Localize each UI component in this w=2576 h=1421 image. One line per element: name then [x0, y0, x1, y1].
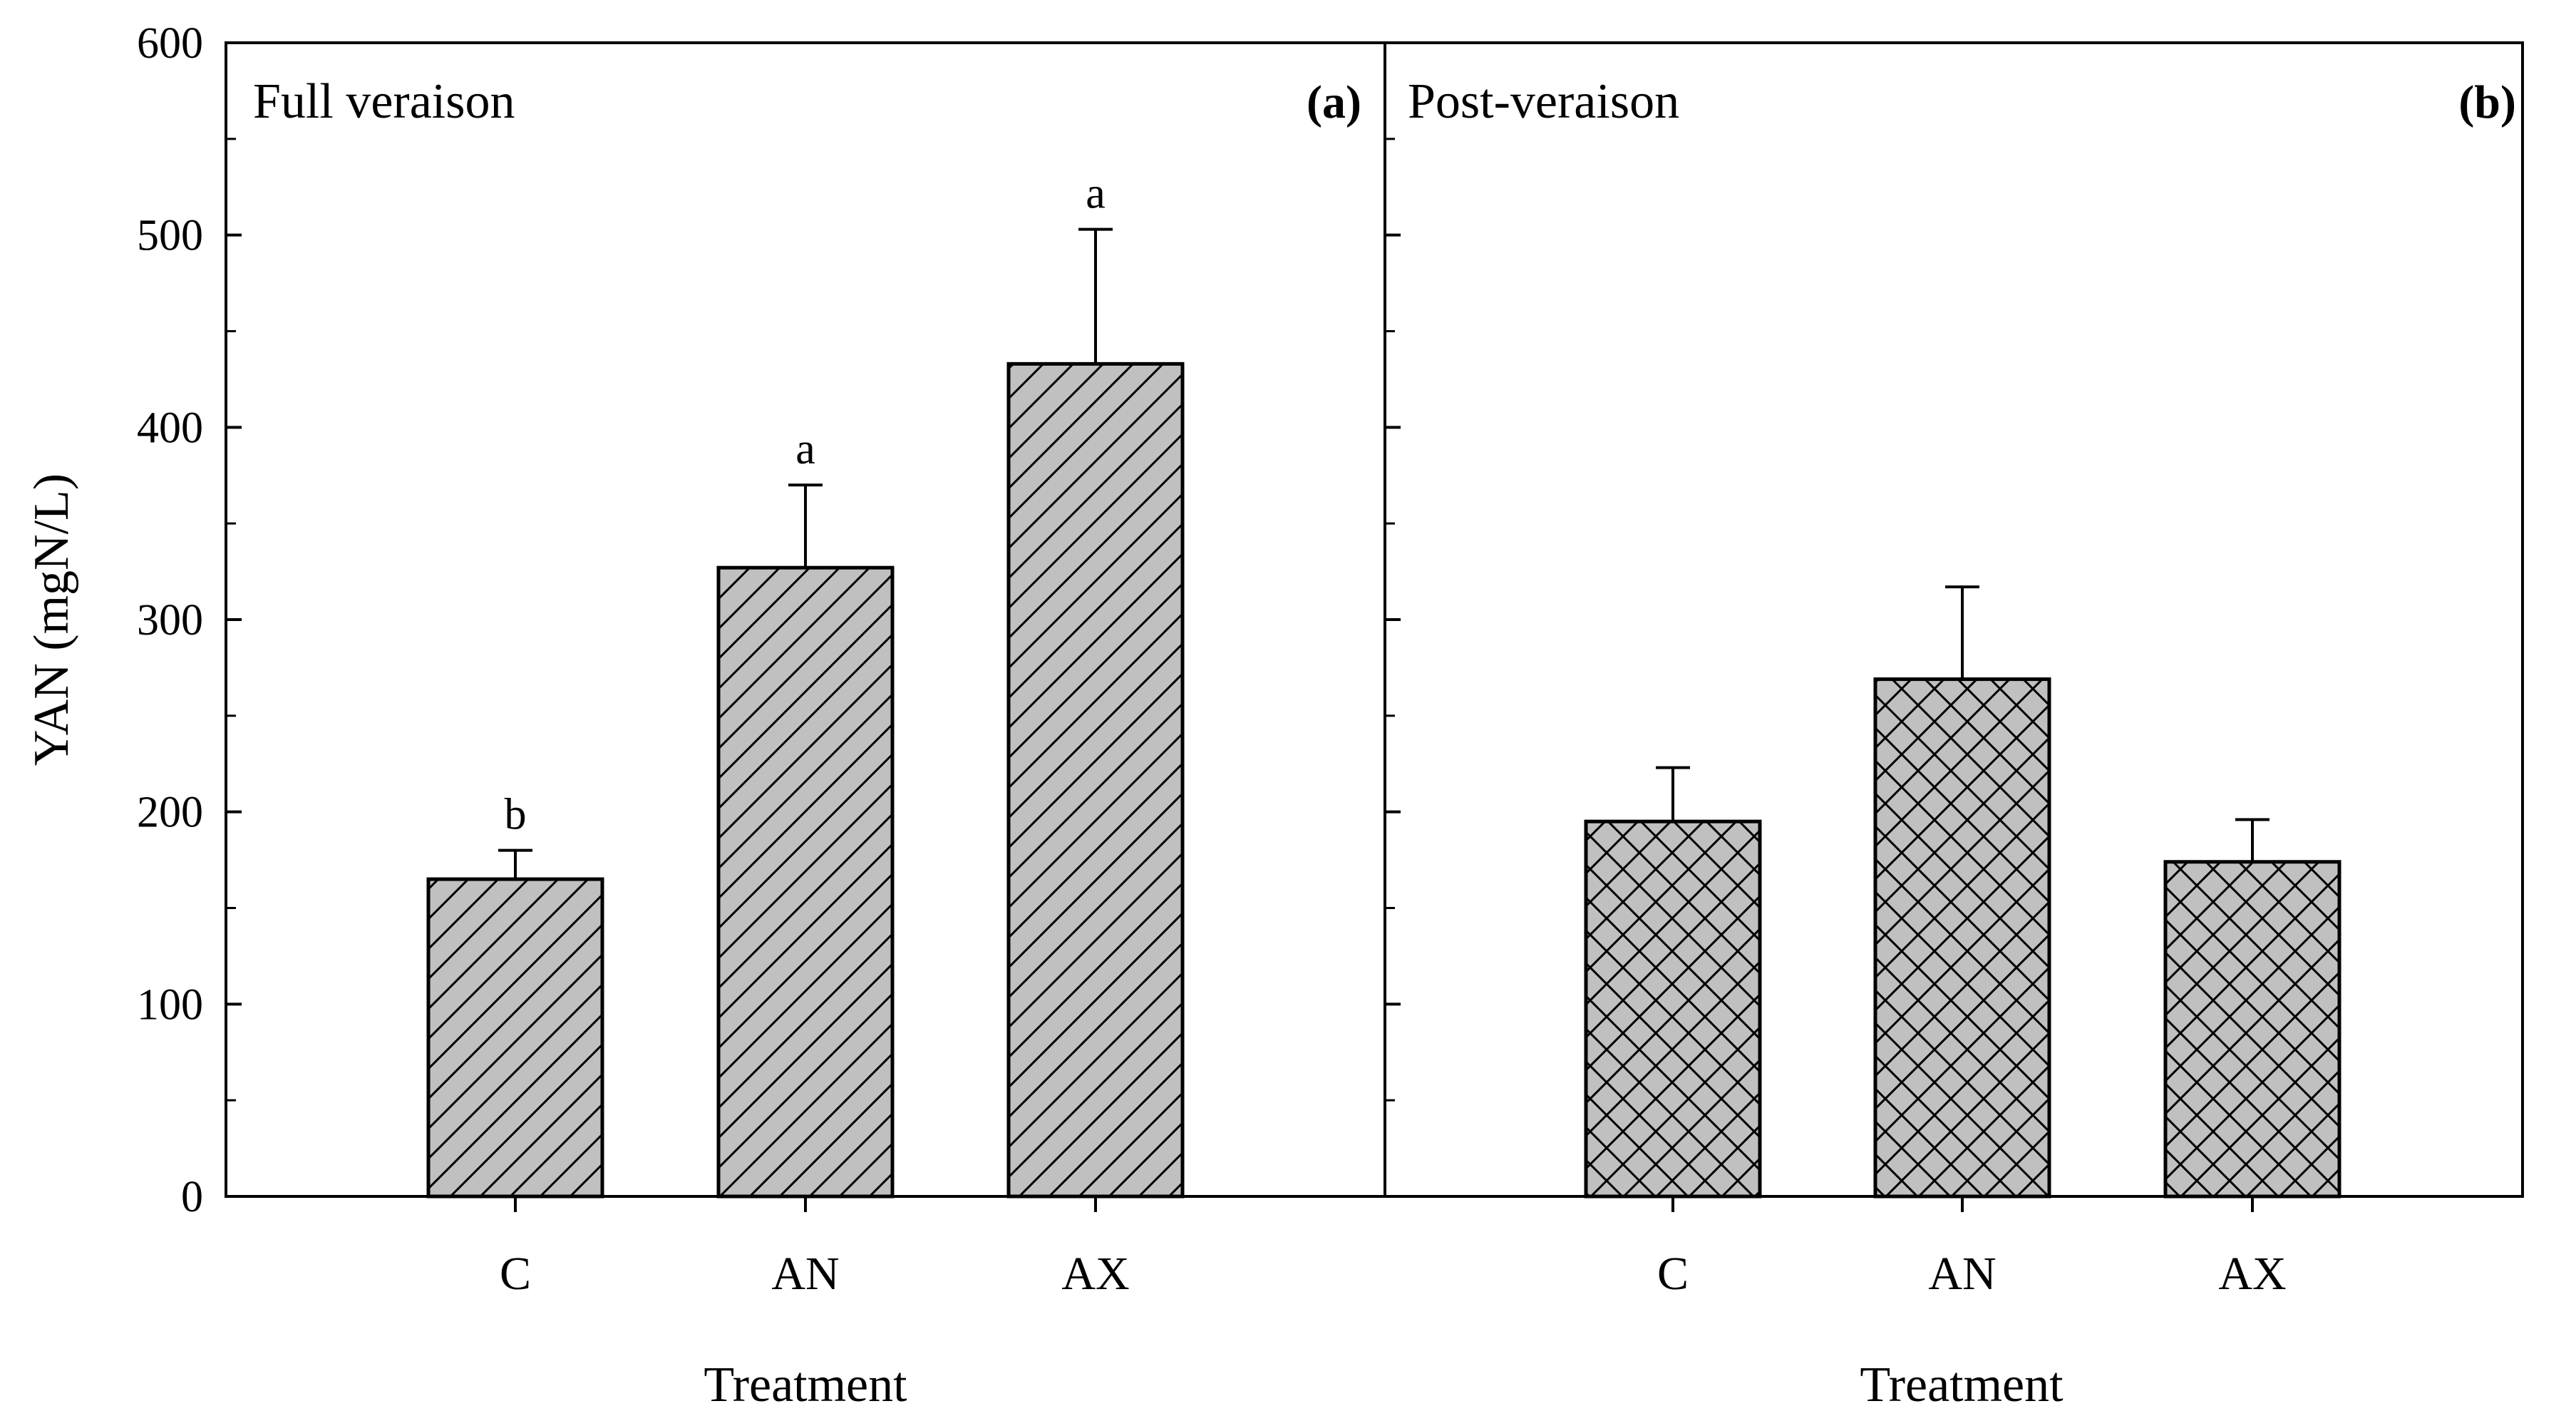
- bar-a-AN: [716, 565, 895, 1199]
- bar-a-AX: [1006, 361, 1185, 1199]
- y-tick-label-100: 100: [137, 980, 203, 1029]
- panel-a: Full veraison (a) Treatment b Ca AN a AX: [253, 74, 1361, 1412]
- y-tick-label-300: 300: [137, 596, 203, 645]
- bar-b-C: [1584, 819, 1762, 1199]
- panel-a-x-axis-title: Treatment: [704, 1358, 907, 1412]
- y-tick-label-600: 600: [137, 19, 203, 68]
- y-tick-label-400: 400: [137, 404, 203, 452]
- x-tick-label-a-C: C: [500, 1248, 531, 1300]
- x-tick-label-b-AX: AX: [2218, 1248, 2286, 1300]
- panel-b: Post-veraison (b) Treatment C AN AX: [1408, 74, 2516, 1412]
- y-tick-label-0: 0: [181, 1173, 203, 1221]
- panel-b-tag: (b): [2458, 76, 2516, 128]
- x-tick-label-b-C: C: [1657, 1248, 1689, 1300]
- panel-b-x-axis-title: Treatment: [1860, 1358, 2064, 1412]
- panel-a-tag: (a): [1307, 76, 1361, 128]
- y-tick-label-500: 500: [137, 212, 203, 260]
- bar-b-AN: [1873, 677, 2051, 1199]
- bar-a-C: [426, 877, 604, 1199]
- panel-b-title: Post-veraison: [1408, 74, 1679, 129]
- sig-label-a-AN: a: [795, 425, 815, 473]
- sig-label-a-AX: a: [1086, 170, 1106, 218]
- panel-a-title: Full veraison: [253, 74, 515, 129]
- x-tick-label-a-AN: AN: [771, 1248, 839, 1300]
- bar-b-AX: [2163, 860, 2341, 1199]
- x-tick-label-a-AX: AX: [1061, 1248, 1129, 1300]
- sig-label-a-C: b: [505, 791, 527, 839]
- y-axis: 0 100 200 300 400 500 600: [137, 19, 1401, 1221]
- y-tick-label-200: 200: [137, 789, 203, 837]
- y-axis-title: YAN (mgN/L): [24, 473, 79, 766]
- x-tick-label-b-AN: AN: [1928, 1248, 1996, 1300]
